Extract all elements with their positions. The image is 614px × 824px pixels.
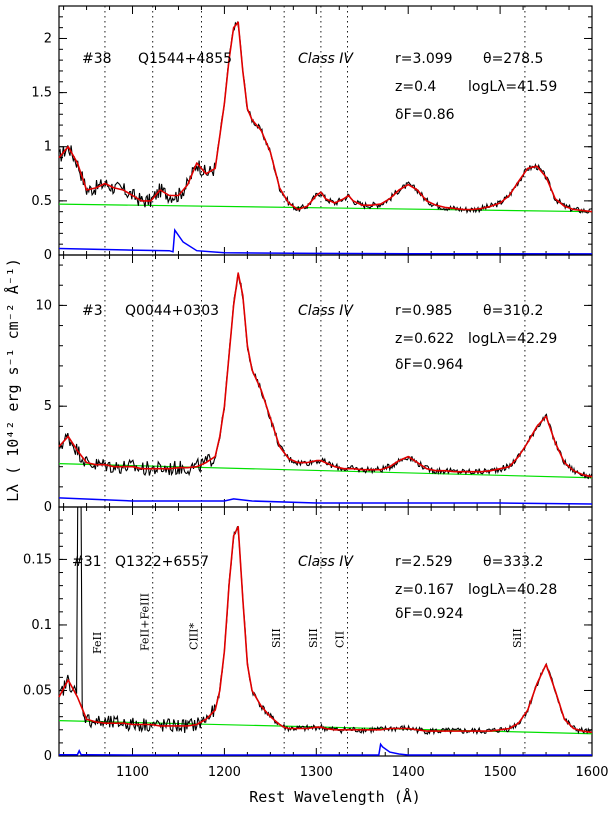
line-id-label: CIII* — [187, 623, 200, 650]
object-id: #38 — [82, 51, 112, 67]
line-id-label: CII — [334, 631, 347, 648]
panel-frame — [58, 506, 593, 757]
error-spectrum — [59, 742, 592, 756]
line-id-label: SiII — [307, 628, 320, 648]
delta-f-value: δF=0.964 — [395, 357, 464, 373]
y-tick-label: 0.15 — [23, 552, 52, 567]
y-tick-label: 5 — [44, 399, 52, 414]
line-id-label: SiII — [270, 628, 283, 648]
panel-q1544: 0 0.5 1 1.5 2 #38 Q1544+4855 Class IV r=3.09… — [31, 5, 593, 263]
y-tick-label: 0.05 — [23, 683, 52, 698]
delta-f-value: δF=0.86 — [395, 107, 455, 123]
object-name: Q1322+6557 — [115, 554, 209, 570]
class-label: Class IV — [298, 303, 354, 319]
logl-value: logLλ=42.29 — [468, 331, 557, 347]
y-tick-label: 1 — [44, 140, 52, 155]
class-label: Class IV — [298, 554, 354, 570]
r-value: r=2.529 — [395, 554, 453, 570]
class-label: Class IV — [298, 51, 354, 67]
x-tick-label: 1100 — [116, 765, 149, 780]
continuum-line — [58, 720, 593, 735]
theta-value: θ=310.2 — [483, 303, 543, 319]
x-axis-label: Rest Wavelength (Å) — [249, 787, 421, 806]
object-id: #3 — [82, 303, 103, 319]
r-value: r=3.099 — [395, 51, 453, 67]
logl-value: logLλ=40.28 — [468, 582, 557, 598]
line-id-label: FeII+FeIII — [139, 593, 152, 651]
panel-q0044: 0 5 10 #3 Q0044+0303 Class IV r=0.985 θ=31… — [35, 254, 593, 515]
error-spectrum — [58, 497, 593, 505]
y-tick-label: 0 — [44, 500, 52, 515]
observed-spectrum — [58, 274, 593, 480]
x-tick-label: 1200 — [208, 765, 241, 780]
line-id-label: SiII — [511, 628, 524, 648]
y-tick-label: 1.5 — [31, 86, 52, 101]
y-tick-label: 10 — [35, 298, 52, 313]
r-value: r=0.985 — [395, 303, 453, 319]
y-tick-label: 0.1 — [31, 618, 52, 633]
delta-f-value: δF=0.924 — [395, 606, 464, 622]
y-tick-label: 0 — [44, 248, 52, 263]
z-value: z=0.622 — [395, 331, 454, 347]
logl-value: logLλ=41.59 — [468, 79, 557, 95]
x-tick-label: 1300 — [300, 765, 333, 780]
theta-value: θ=333.2 — [483, 554, 543, 570]
y-tick-label: 0 — [44, 749, 52, 764]
theta-value: θ=278.5 — [483, 51, 543, 67]
model-fit — [58, 272, 593, 478]
object-id: #31 — [72, 554, 102, 570]
z-value: z=0.167 — [395, 582, 454, 598]
x-tick-label: 1500 — [484, 765, 517, 780]
z-value: z=0.4 — [395, 79, 436, 95]
continuum-line — [58, 203, 593, 213]
error-spectrum — [58, 227, 593, 255]
model-fit — [58, 525, 593, 734]
panel-q1322: 0 0.05 0.1 0.15 1100 1200 1300 1400 1500 1600 FeII… — [23, 506, 609, 780]
y-tick-label: 0.5 — [31, 194, 52, 209]
x-tick-label: 1600 — [575, 765, 608, 780]
y-axis-label: Lλ ( 10⁴² erg s⁻¹ cm⁻² Å⁻¹) — [3, 258, 22, 502]
model-fit — [58, 21, 593, 213]
panel-frame — [58, 5, 593, 256]
y-tick-label: 2 — [44, 31, 52, 46]
line-id-label: FeII — [91, 632, 104, 654]
object-name: Q1544+4855 — [138, 51, 232, 67]
object-name: Q0044+0303 — [125, 303, 219, 319]
x-tick-label: 1400 — [392, 765, 425, 780]
